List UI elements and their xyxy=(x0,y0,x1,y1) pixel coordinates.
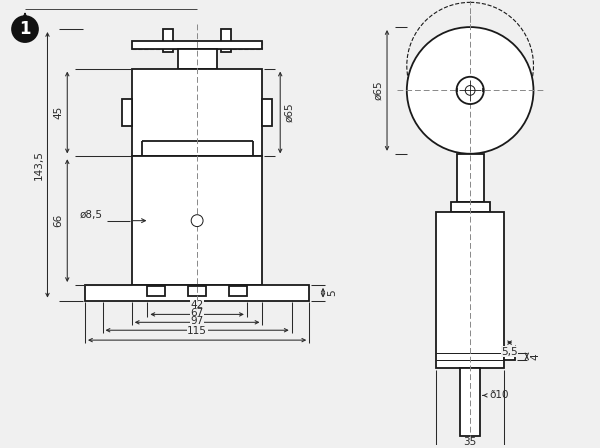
Circle shape xyxy=(11,15,39,43)
Bar xyxy=(132,41,262,49)
Text: 5: 5 xyxy=(327,289,337,296)
Bar xyxy=(148,286,165,296)
Bar xyxy=(221,29,231,52)
Text: 4: 4 xyxy=(531,353,541,360)
Bar xyxy=(163,29,173,52)
Text: 143,5: 143,5 xyxy=(34,150,44,180)
Bar xyxy=(122,99,132,126)
Text: 97: 97 xyxy=(190,316,204,326)
Bar xyxy=(262,99,272,126)
Text: 42: 42 xyxy=(190,301,204,310)
Circle shape xyxy=(407,27,533,154)
Text: ø8,5: ø8,5 xyxy=(79,210,102,220)
Bar xyxy=(451,202,490,212)
Bar xyxy=(188,286,206,296)
Text: ø65: ø65 xyxy=(284,103,294,122)
Text: 5,5: 5,5 xyxy=(501,347,518,357)
Text: ø65: ø65 xyxy=(373,81,383,100)
Text: 45: 45 xyxy=(53,106,64,119)
Bar xyxy=(504,353,515,360)
Bar xyxy=(229,286,247,296)
Bar xyxy=(460,368,480,436)
Bar xyxy=(457,154,484,202)
Text: 66: 66 xyxy=(53,214,64,227)
Text: 115: 115 xyxy=(187,326,207,336)
Bar xyxy=(132,69,262,156)
Bar xyxy=(436,212,504,368)
Bar xyxy=(132,156,262,285)
Bar xyxy=(85,285,309,301)
Text: 35: 35 xyxy=(464,437,477,447)
Text: 67: 67 xyxy=(190,308,204,319)
Circle shape xyxy=(191,215,203,227)
Circle shape xyxy=(465,86,475,95)
Text: 1: 1 xyxy=(19,20,31,38)
Text: ð10: ð10 xyxy=(490,390,509,401)
Circle shape xyxy=(457,77,484,104)
Bar xyxy=(178,49,217,69)
